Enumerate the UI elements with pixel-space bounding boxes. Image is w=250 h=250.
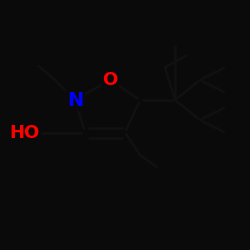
Text: N: N bbox=[67, 90, 83, 110]
Text: HO: HO bbox=[10, 124, 40, 142]
Text: O: O bbox=[102, 71, 118, 89]
